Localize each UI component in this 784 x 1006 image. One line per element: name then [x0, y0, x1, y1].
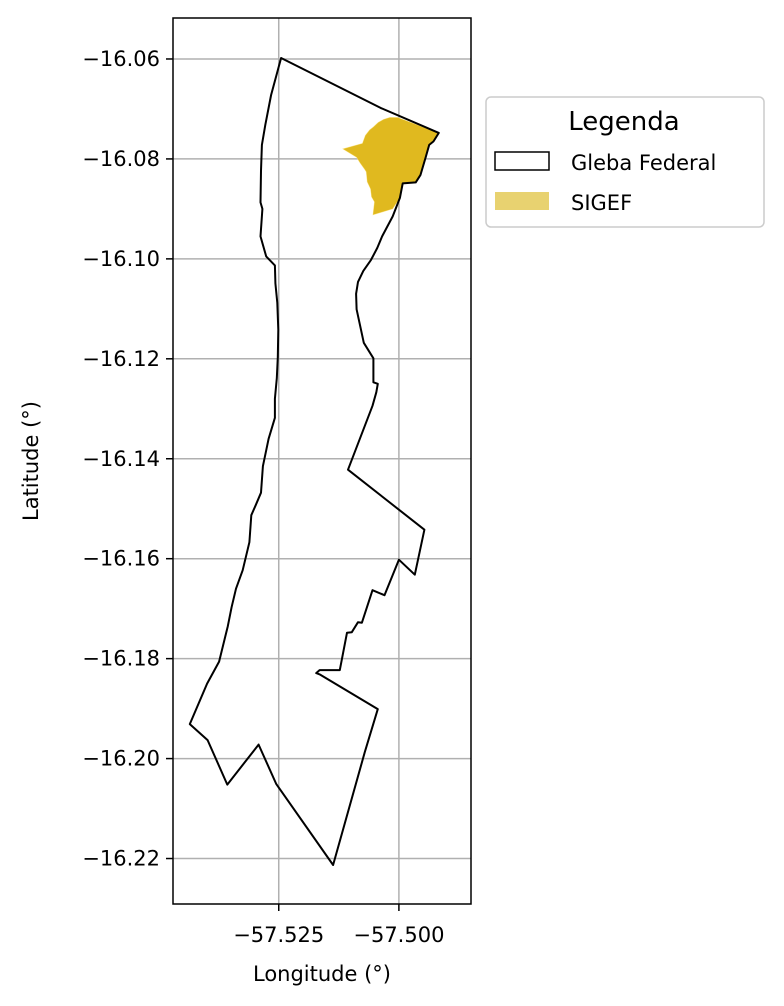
- legend-label-gleba-federal: Gleba Federal: [571, 151, 716, 175]
- legend-swatch-sigef: [495, 192, 549, 210]
- axis-ticks: −57.525 −57.500 −16.06 −16.08 −16.10 −16.12 −1…: [82, 47, 444, 947]
- legend-title: Legenda: [568, 107, 679, 137]
- legend-swatch-gleba-federal: [494, 151, 550, 171]
- y-tick-label: −16.14: [82, 447, 160, 471]
- x-tick-label: −57.500: [353, 923, 444, 947]
- x-tick-label: −57.525: [233, 923, 324, 947]
- y-tick-label: −16.18: [82, 647, 160, 671]
- y-tick-label: −16.12: [82, 347, 160, 371]
- y-tick-label: −16.22: [82, 847, 160, 871]
- x-axis-label: Longitude (°): [253, 962, 391, 986]
- gleba-federal-boundary: [188, 57, 440, 866]
- plot-frame: [172, 17, 472, 905]
- y-tick-label: −16.16: [82, 547, 160, 571]
- y-axis-label: Latitude (°): [19, 401, 43, 521]
- legend: Legenda Gleba Federal SIGEF: [485, 96, 765, 228]
- y-tick-label: −16.20: [82, 747, 160, 771]
- legend-label-sigef: SIGEF: [571, 191, 632, 215]
- y-tick-label: −16.06: [82, 47, 160, 71]
- y-tick-label: −16.10: [82, 247, 160, 271]
- y-tick-label: −16.08: [82, 147, 160, 171]
- map-layers: [188, 57, 440, 866]
- legend-frame: [485, 96, 765, 228]
- grid: [173, 18, 471, 904]
